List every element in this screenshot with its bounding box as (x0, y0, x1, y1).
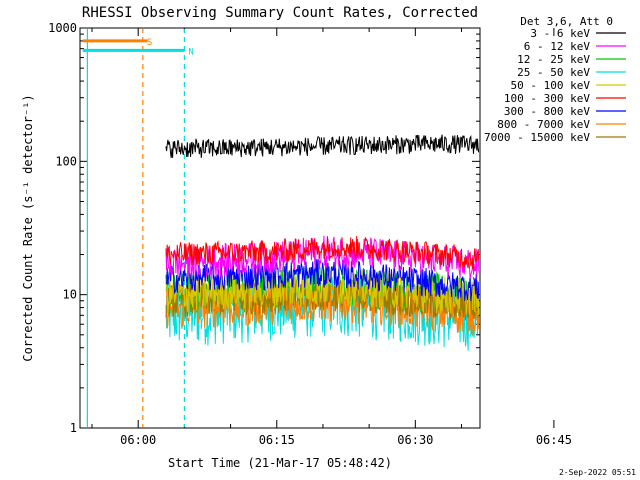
y-tick-label: 100 (55, 154, 77, 168)
series-line (165, 279, 479, 321)
series-line (165, 268, 479, 316)
legend-label: 300 - 800 keV (504, 105, 590, 118)
legend-label: 800 - 7000 keV (497, 118, 590, 131)
x-tick-label: 06:00 (120, 433, 156, 447)
legend-label: 100 - 300 keV (504, 92, 590, 105)
plot-frame (79, 27, 481, 429)
annotation-label: S (147, 38, 152, 48)
series-line (165, 235, 479, 270)
annotation-label: N (188, 47, 193, 57)
x-axis-label: Start Time (21-Mar-17 05:48:42) (168, 456, 392, 470)
x-tick-label: 06:30 (397, 433, 433, 447)
series-line (165, 259, 479, 301)
legend-title: Det 3,6, Att 0 (520, 15, 613, 28)
legend-label: 7000 - 15000 keV (484, 131, 590, 144)
x-tick-label: 06:15 (259, 433, 295, 447)
y-tick-label: 1 (70, 421, 77, 435)
series-group: SN (82, 29, 479, 427)
plot-area: 110100100006:0006:1506:3006:4507:0007:15… (48, 21, 572, 447)
x-tick-label: 06:45 (536, 433, 572, 447)
legend-label: 25 - 50 keV (517, 66, 590, 79)
chart-title: RHESSI Observing Summary Count Rates, Co… (82, 5, 478, 21)
legend-label: 12 - 25 keV (517, 53, 590, 66)
y-tick-label: 10 (63, 288, 77, 302)
legend-label: 3 - 6 keV (530, 27, 590, 40)
y-tick-label: 1000 (48, 21, 77, 35)
y-axis-label: Corrected Count Rate (s⁻¹ detector⁻¹) (21, 94, 35, 361)
footer-date: 2-Sep-2022 05:51 (559, 468, 636, 477)
series-line (165, 134, 479, 158)
legend-label: 50 - 100 keV (511, 79, 591, 92)
legend-label: 6 - 12 keV (524, 40, 591, 53)
